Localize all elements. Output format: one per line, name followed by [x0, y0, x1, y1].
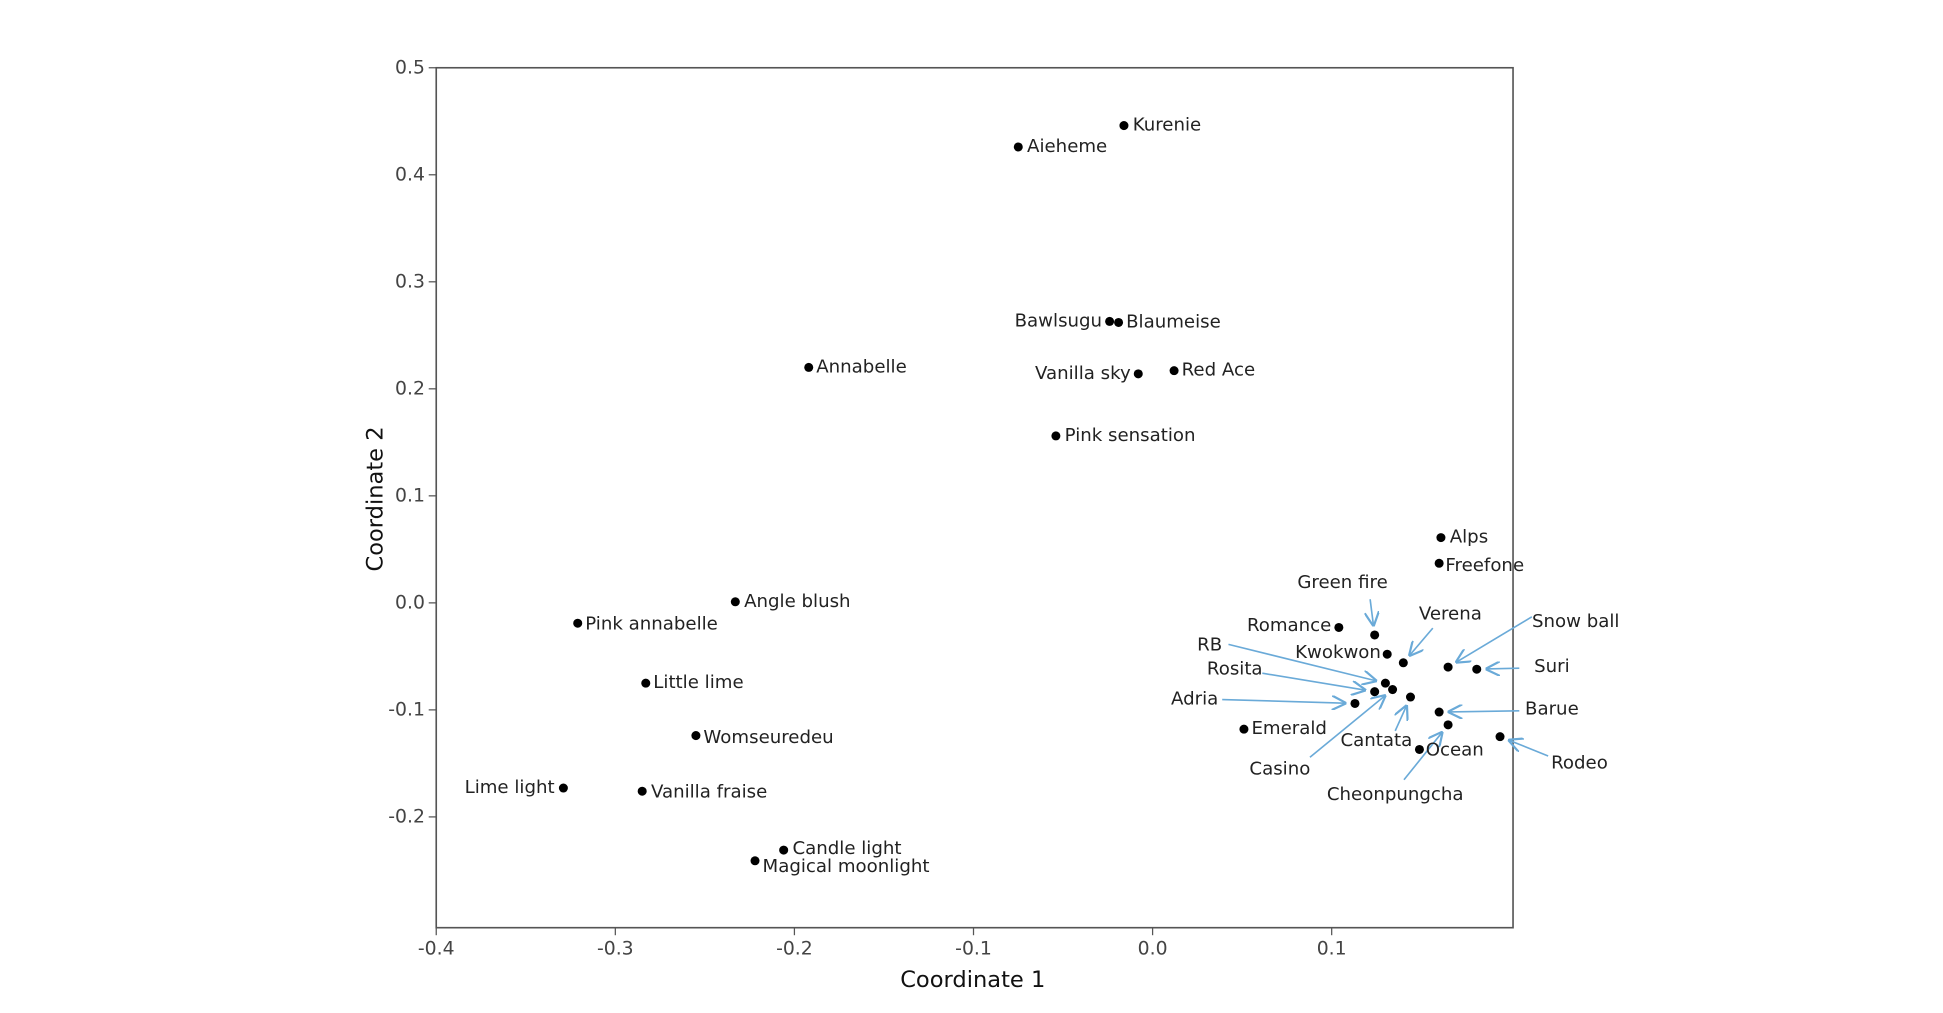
x-tick-label: -0.3 — [597, 939, 634, 960]
y-tick-label: -0.2 — [388, 806, 425, 827]
x-axis-title: Coordinate 1 — [900, 967, 1045, 993]
point-label: Vanilla sky — [1035, 363, 1131, 384]
point — [1133, 369, 1143, 379]
point — [1013, 142, 1023, 152]
x-tick-label: 0.0 — [1138, 939, 1168, 960]
point-label: Snow ball — [1532, 611, 1620, 632]
annotation-arrow — [1222, 700, 1345, 704]
point-label: Barue — [1525, 699, 1579, 720]
point-label: RB — [1197, 635, 1222, 656]
point-label: Emerald — [1251, 718, 1327, 739]
point-label: Kwokwon — [1295, 642, 1381, 663]
y-tick-label: 0.1 — [395, 485, 425, 506]
point — [1495, 732, 1505, 742]
point-label: Annabelle — [816, 356, 907, 377]
x-tick-label: -0.1 — [955, 939, 992, 960]
annotation-arrow — [1370, 599, 1373, 625]
point — [1443, 720, 1453, 730]
point — [1334, 622, 1344, 632]
point-label: Vanilla fraise — [651, 781, 767, 802]
point-label: Magical moonlight — [763, 856, 930, 877]
point-label: Little lime — [653, 672, 743, 693]
point — [1398, 658, 1408, 668]
point-label: Aieheme — [1027, 136, 1107, 157]
y-tick-label: 0.0 — [395, 592, 425, 613]
point — [1169, 366, 1179, 376]
point — [1414, 744, 1424, 754]
annotation-arrow — [1457, 616, 1533, 662]
x-tick-label: -0.4 — [418, 939, 455, 960]
y-axis-title: Coordinate 2 — [363, 426, 389, 571]
point — [1405, 692, 1415, 702]
point — [691, 731, 701, 741]
y-tick-label: 0.2 — [395, 378, 425, 399]
point-label: Angle blush — [744, 591, 850, 612]
annotation-arrow — [1228, 643, 1375, 680]
point — [1119, 121, 1129, 131]
point — [1388, 685, 1398, 695]
point-label: Red Ace — [1182, 360, 1256, 381]
y-tick-label: 0.5 — [395, 57, 425, 78]
point — [1382, 649, 1392, 659]
point-label: Womseuredeu — [703, 727, 833, 748]
point-label: Cantata — [1340, 730, 1412, 751]
point — [1380, 678, 1390, 688]
point-label: Bawlsugu — [1015, 310, 1102, 331]
point — [1436, 533, 1446, 543]
annotation-arrow — [1410, 627, 1434, 655]
y-tick-label: 0.4 — [395, 164, 425, 185]
plot-frame — [435, 66, 1514, 929]
x-tick-label: 0.1 — [1317, 939, 1347, 960]
point — [1434, 558, 1444, 568]
x-tick-label: -0.2 — [776, 939, 813, 960]
point — [1114, 317, 1124, 327]
point — [750, 856, 760, 866]
point — [1350, 698, 1360, 708]
annotation-arrow — [1262, 672, 1364, 690]
point — [1472, 664, 1482, 674]
point — [1443, 662, 1453, 672]
point — [804, 362, 814, 372]
point-label: Adria — [1171, 689, 1218, 710]
point — [1105, 316, 1115, 326]
point-label: Lime light — [465, 777, 555, 798]
annotation-arrow — [1403, 733, 1442, 781]
point — [573, 618, 583, 628]
point — [1051, 431, 1061, 441]
point-label: Freefone — [1445, 555, 1524, 576]
point-label: Cheonpungcha — [1327, 784, 1464, 805]
point — [730, 597, 740, 607]
point — [1370, 630, 1380, 640]
point-label: Suri — [1534, 656, 1570, 677]
point-label: Pink annabelle — [585, 613, 718, 634]
point-label: Blaumeise — [1126, 311, 1221, 332]
point-label: Ocean — [1426, 740, 1484, 761]
point-label: Casino — [1249, 759, 1310, 780]
point-label: Candle light — [792, 838, 901, 859]
point — [1370, 687, 1380, 697]
point-label: Verena — [1419, 603, 1482, 624]
point-label: Rodeo — [1551, 752, 1608, 773]
point-label: Rosita — [1207, 658, 1263, 679]
annotation-arrow — [1487, 668, 1520, 669]
point — [558, 783, 568, 793]
point-label: Kurenie — [1133, 115, 1201, 136]
y-tick-label: 0.3 — [395, 271, 425, 292]
point — [641, 678, 651, 688]
y-tick-label: -0.1 — [388, 699, 425, 720]
point-label: Alps — [1450, 527, 1488, 548]
point — [637, 786, 647, 796]
point-label: Romance — [1247, 615, 1331, 636]
annotation-arrow — [1449, 711, 1520, 712]
point — [1434, 707, 1444, 717]
point-label: Pink sensation — [1065, 425, 1196, 446]
annotation-arrow — [1309, 696, 1385, 758]
annotation-arrow — [1509, 740, 1549, 757]
point — [1239, 724, 1249, 734]
point — [779, 845, 789, 855]
annotation-arrow — [1395, 706, 1406, 732]
point-label: Green fire — [1297, 572, 1387, 593]
